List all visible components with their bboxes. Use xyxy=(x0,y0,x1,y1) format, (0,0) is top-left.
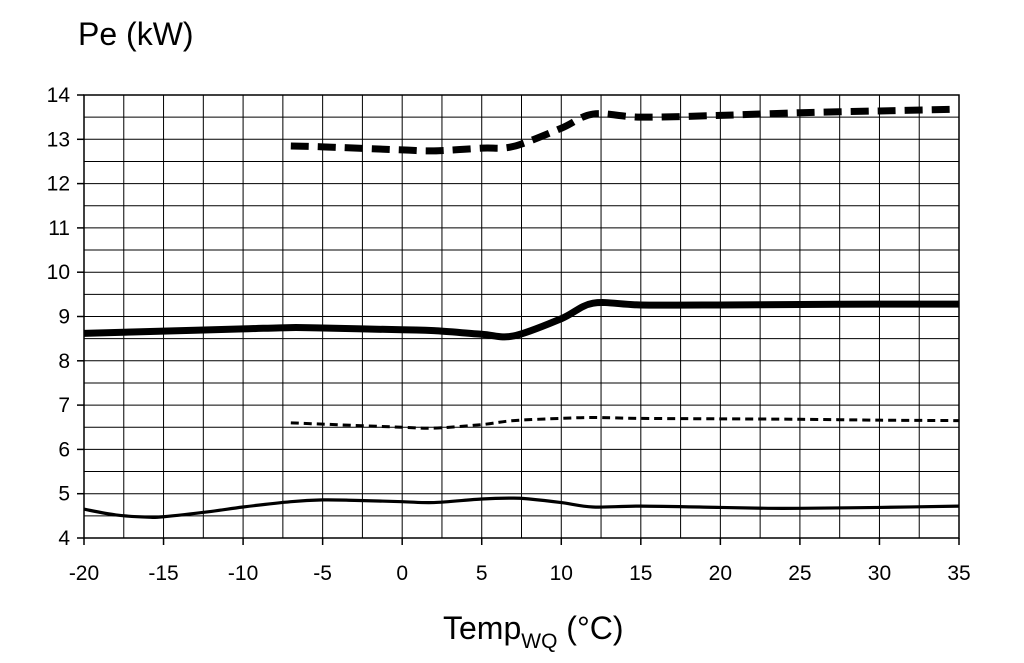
x-tick-label: 10 xyxy=(550,562,573,585)
y-tick-label: 7 xyxy=(58,394,70,417)
x-tick-label: 20 xyxy=(709,562,732,585)
x-tick-label: 25 xyxy=(788,562,811,585)
x-tick-label: 15 xyxy=(629,562,652,585)
x-tick-label: 5 xyxy=(476,562,488,585)
series-line-3 xyxy=(290,416,960,430)
y-tick-label: 10 xyxy=(47,261,70,284)
x-axis-label-main: Temp xyxy=(443,610,522,646)
x-tick-label: -15 xyxy=(148,562,178,585)
x-tick-label: -10 xyxy=(228,562,258,585)
x-tick-label: 0 xyxy=(396,562,408,585)
x-axis-label-unit: (°C) xyxy=(557,610,624,646)
y-tick-label: 8 xyxy=(58,350,70,373)
series-line-1 xyxy=(290,105,960,155)
x-tick-label: -5 xyxy=(313,562,332,585)
y-tick-label: 14 xyxy=(47,84,71,107)
y-tick-label: 11 xyxy=(48,217,70,240)
y-tick-label: 6 xyxy=(58,438,70,461)
x-axis-label: TempWQ (°C) xyxy=(443,610,624,653)
y-tick-label: 9 xyxy=(58,306,70,329)
y-axis-label: Pe (kW) xyxy=(78,16,194,52)
y-tick-label: 5 xyxy=(58,483,70,506)
x-tick-label: 30 xyxy=(868,562,891,585)
y-tick-label: 4 xyxy=(58,527,70,550)
y-tick-label: 12 xyxy=(47,173,70,196)
x-axis-label-subscript: WQ xyxy=(521,630,558,653)
series-line-2 xyxy=(83,299,960,341)
y-tick-label: 13 xyxy=(47,128,70,151)
x-tick-label: 35 xyxy=(947,562,970,585)
series-line-4 xyxy=(83,496,960,520)
x-tick-label: -20 xyxy=(69,562,99,585)
